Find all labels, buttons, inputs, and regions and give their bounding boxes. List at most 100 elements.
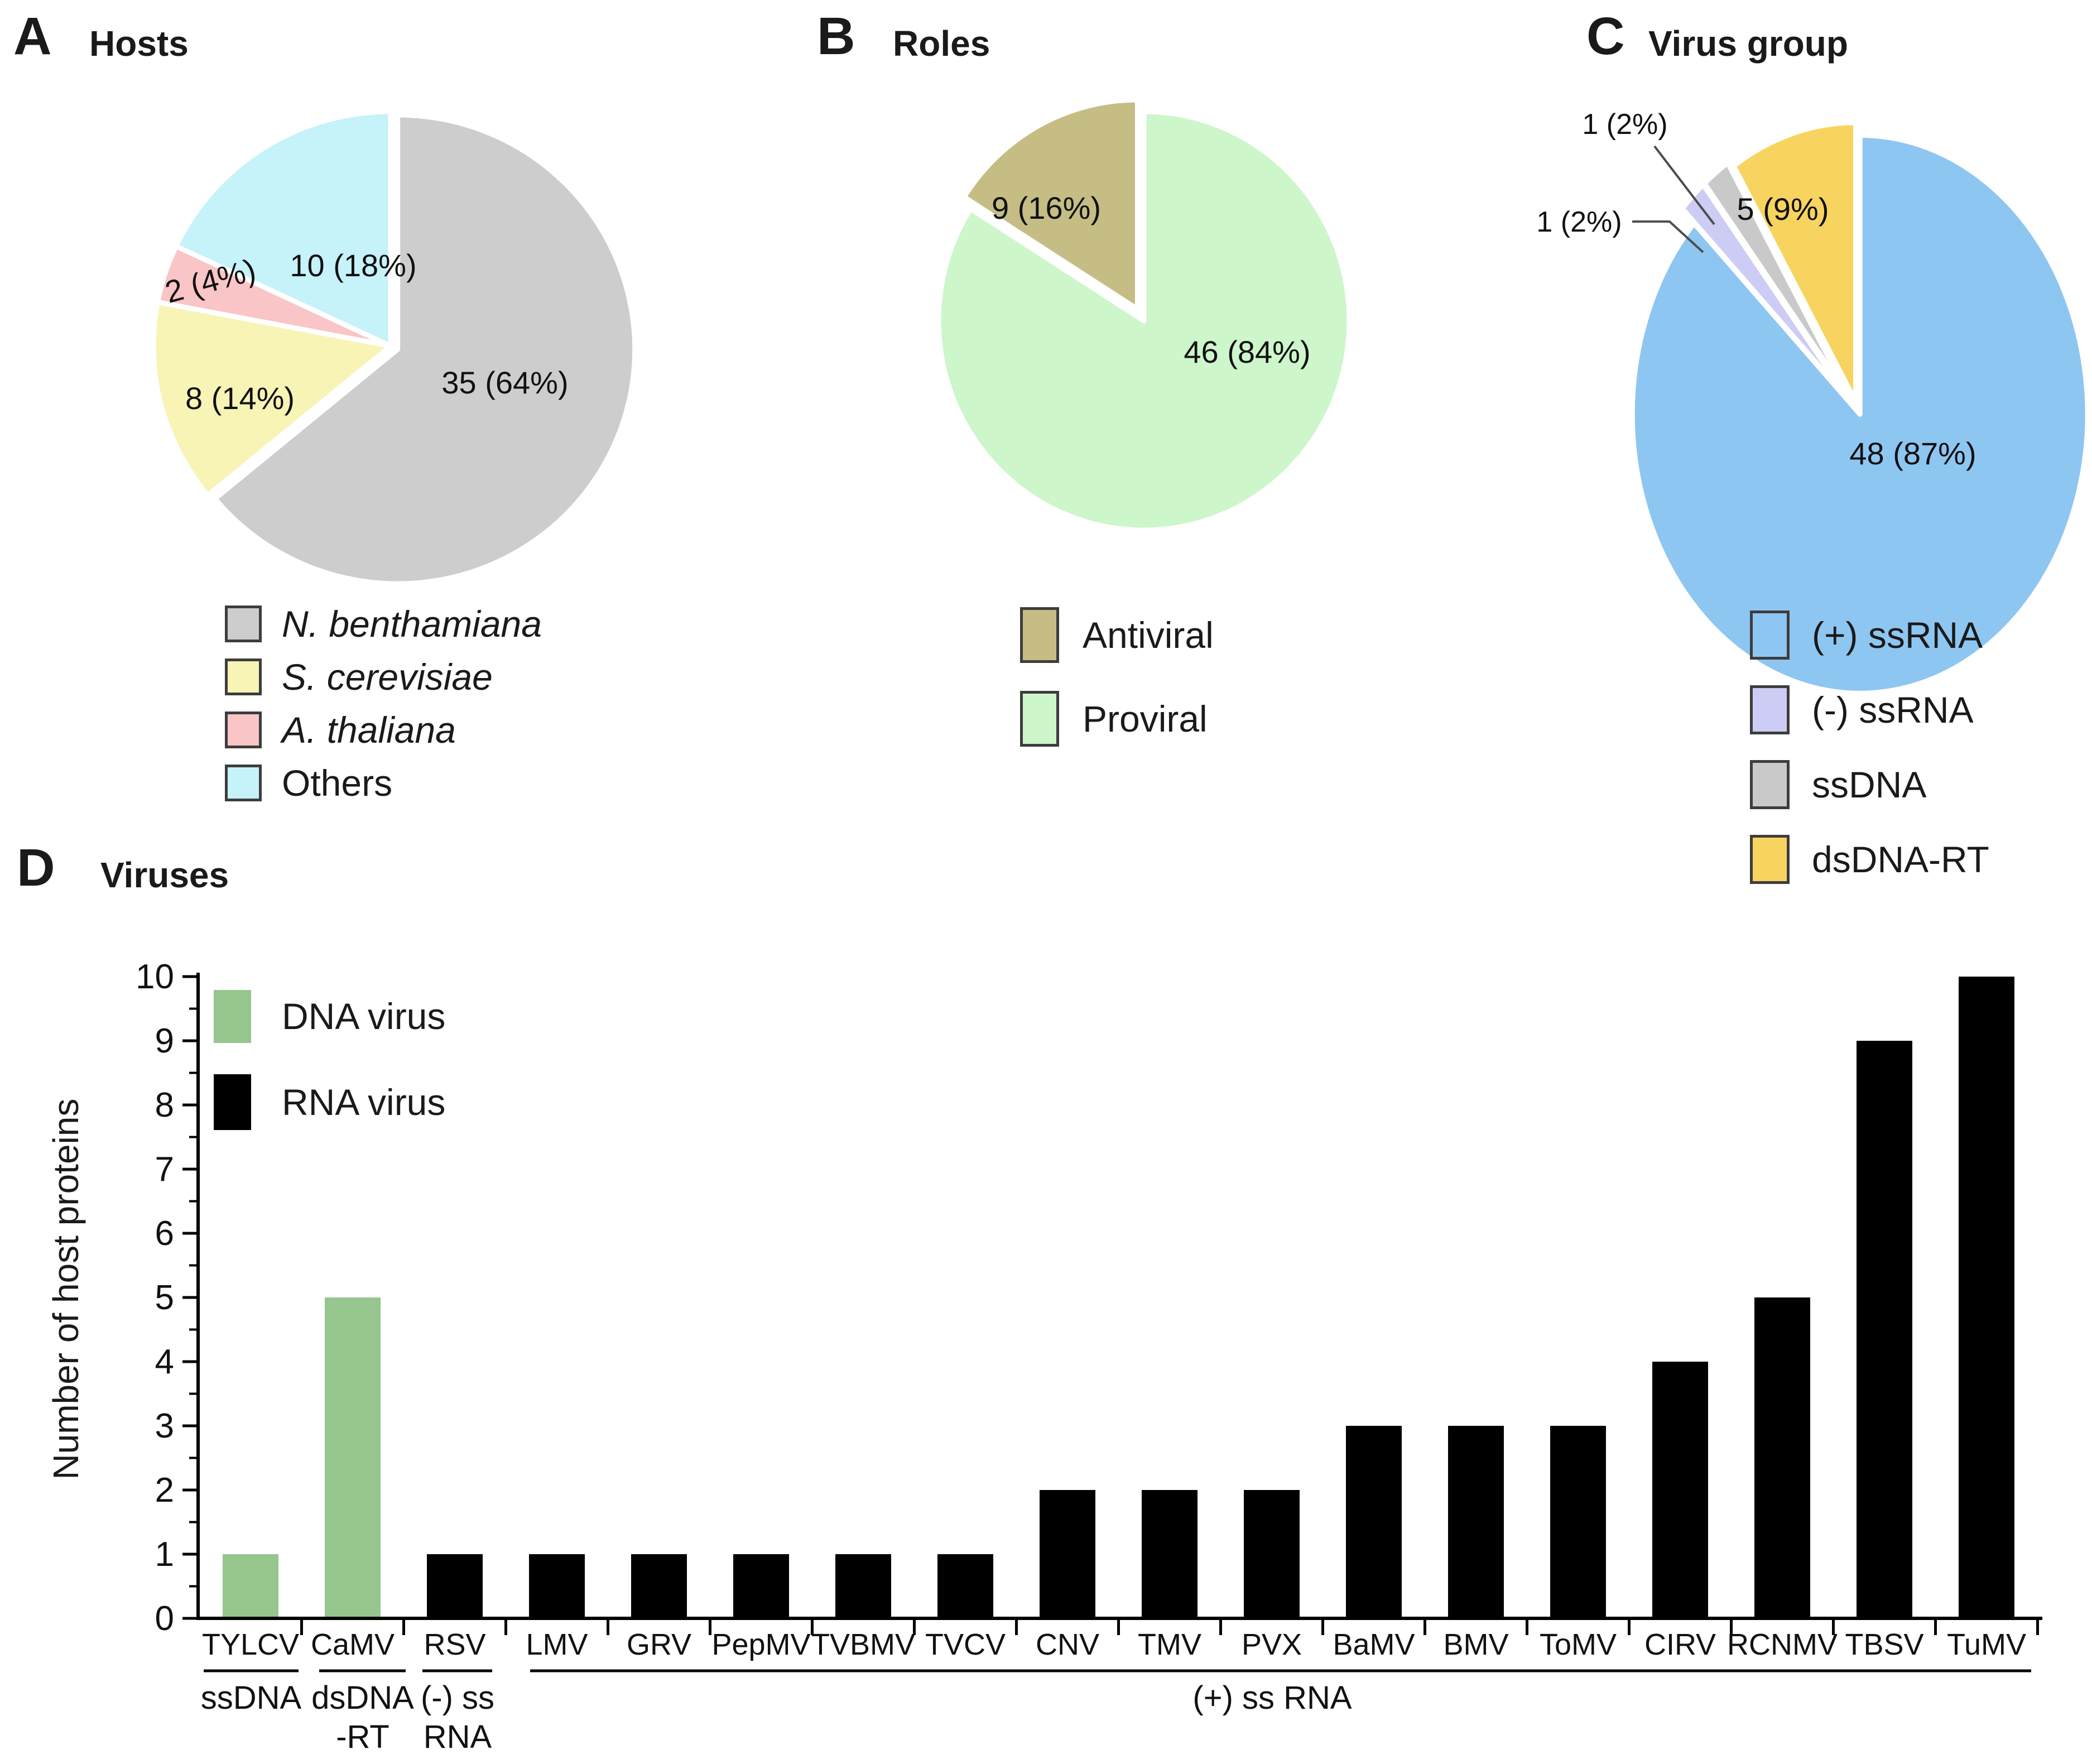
bar-TBSV [1857,1041,1912,1618]
legend-swatch-n-benthamiana [225,605,262,643]
legend-swatch-antiviral [1020,607,1059,663]
legend-label-n-benthamiana: N. benthamiana [282,603,542,645]
bar-PVX [1244,1490,1300,1618]
group-label-2-line-1: RNA [424,1719,492,1755]
bar-CaMV [325,1297,381,1618]
bar-PepMV [733,1554,789,1618]
x-tick-label-CNV: CNV [1036,1628,1099,1661]
pie-virus_group-callout-label-2: 1 (2%) [1582,108,1667,141]
panel-a-title: Hosts [89,23,189,64]
x-tick-label-TuMV: TuMV [1947,1628,2026,1661]
x-tick-label-CaMV: CaMV [311,1628,395,1661]
bar-RSV [427,1554,483,1618]
bar-ToMV [1550,1426,1606,1618]
pie-hosts-slice-1 [151,299,393,498]
bar-TYLCV [223,1554,278,1618]
group-label-0-line-0: ssDNA [201,1680,302,1716]
legend-swatch-proviral [1020,691,1059,747]
pie-roles-slice-1 [961,97,1140,312]
x-tick-label-ToMV: ToMV [1540,1628,1617,1661]
y-tick-label-5: 5 [155,1278,174,1317]
group-label-1-line-1: -RT [336,1719,389,1755]
legend-swatch-a-thaliana [225,712,262,749]
bar-TuMV [1959,977,2014,1618]
x-tick-label-GRV: GRV [627,1628,691,1661]
x-tick-label-BaMV: BaMV [1333,1628,1415,1661]
bar-TMV [1142,1490,1198,1618]
pie-hosts-value-label-1: 8 (14%) [185,381,295,416]
y-tick-label-2: 2 [155,1471,174,1510]
panel-b-letter: B [817,7,855,66]
pie-virus_group-callout-line-2 [1653,145,1715,225]
legend-label-antiviral: Antiviral [1083,614,1214,656]
x-tick-label-RSV: RSV [424,1628,485,1661]
legend-label-ssdna: ssDNA [1812,763,1927,805]
group-label-2-line-0: (-) ss [421,1680,494,1716]
legend-item-a-thaliana: A. thaliana [225,710,456,751]
y-tick-label-8: 8 [155,1086,174,1124]
x-tick-label-TBSV: TBSV [1845,1628,1923,1661]
pie-virus_group-callout-line-1 [1632,220,1704,253]
legend-item-ssdna: ssDNA [1750,760,1926,809]
x-tick-label-BMV: BMV [1443,1628,1508,1661]
y-tick-label-0: 0 [155,1599,174,1638]
pie-virus_group-slice-0 [1629,132,2090,696]
legend-item-proviral: Proviral [1020,691,1208,747]
pie-virus_group-slice-3 [1731,120,1859,405]
bar-BMV [1448,1426,1504,1618]
bar-LMV [529,1554,585,1618]
legend-item-antiviral: Antiviral [1020,607,1214,663]
group-label-1-line-0: dsDNA [311,1680,414,1716]
pie-hosts-slice-3 [173,109,393,349]
pie-virus_group-value-label-3: 5 (9%) [1737,191,1829,227]
legend-swatch-others [225,765,262,802]
y-axis-label: Number of host proteins [46,1098,86,1480]
legend-swatch-rna-virus [214,1074,251,1130]
bar-CNV [1040,1490,1095,1618]
group-label-3-line-0: (+) ss RNA [1192,1680,1352,1716]
legend-swatch-minus-ssrna [1750,685,1790,734]
bar-RCNMV [1754,1297,1810,1618]
bar-TVBMV [835,1554,891,1618]
legend-label-dsdna-rt: dsDNA-RT [1812,838,1989,880]
legend-label-proviral: Proviral [1083,698,1208,739]
legend-item-n-benthamiana: N. benthamiana [225,604,542,645]
bar-GRV [631,1554,687,1618]
pie-hosts-slice-0 [212,112,638,587]
bar-CIRV [1652,1362,1708,1618]
x-tick-label-PepMV: PepMV [711,1628,810,1661]
panel-a-letter: A [13,7,52,66]
legend-label-dna-virus: DNA virus [282,996,446,1037]
panel-d-letter: D [17,838,55,897]
y-tick-label-10: 10 [136,958,174,996]
bar-BaMV [1346,1426,1402,1618]
legend-item-minus-ssrna: (-) ssRNA [1750,685,1974,734]
x-tick-label-PVX: PVX [1242,1628,1302,1661]
y-tick-label-9: 9 [155,1022,174,1060]
legend-label-others: Others [282,762,393,804]
legend-label-minus-ssrna: (-) ssRNA [1812,689,1974,730]
x-tick-label-TVBMV: TVBMV [811,1628,915,1661]
legend-swatch-plus-ssrna [1750,611,1790,660]
pie-virus_group-callout-label-1: 1 (2%) [1536,206,1622,238]
legend-item-s-cerevisiae: S. cerevisiae [225,657,493,698]
legend-swatch-s-cerevisiae [225,659,262,696]
y-tick-label-7: 7 [155,1150,174,1189]
legend-swatch-dna-virus [214,990,251,1043]
pie-roles-value-label-1: 9 (16%) [992,190,1101,225]
panel-d-title: Viruses [100,855,229,895]
panel-b-title: Roles [893,23,990,64]
bar-TVCV [937,1554,993,1618]
legend-item-others: Others [225,763,392,804]
panel-c-letter: C [1586,7,1625,66]
pie-hosts-value-label-3: 10 (18%) [290,248,416,283]
pie-roles-value-label-0: 46 (84%) [1184,334,1310,369]
y-tick-label-4: 4 [155,1343,174,1381]
legend-item-dna-virus: DNA virus [214,990,445,1043]
legend-item-dsdna-rt: dsDNA-RT [1750,835,1989,884]
y-tick-label-3: 3 [155,1407,174,1445]
x-tick-label-TMV: TMV [1138,1628,1201,1661]
legend-swatch-ssdna [1750,760,1790,809]
